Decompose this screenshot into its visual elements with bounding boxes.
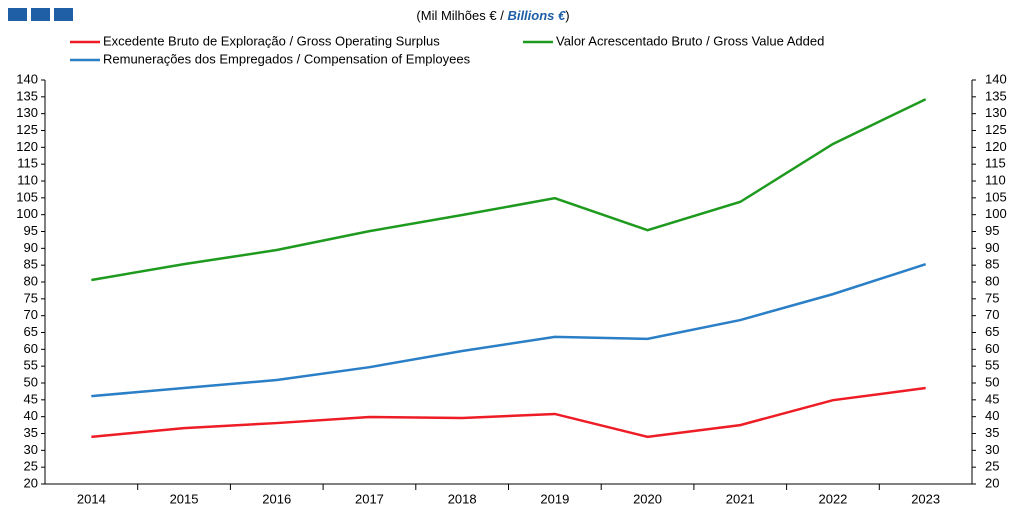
y-tick-label: 80 xyxy=(24,273,38,288)
y-tick-label: 45 xyxy=(24,391,38,406)
legend-label: Excedente Bruto de Exploração / Gross Op… xyxy=(103,33,440,48)
y2-tick-label: 30 xyxy=(985,442,999,457)
y2-tick-label: 110 xyxy=(985,172,1006,187)
series-line xyxy=(91,262,927,398)
y2-tick-label: 65 xyxy=(985,324,999,339)
y2-tick-label: 125 xyxy=(985,122,1007,137)
y2-tick-label: 120 xyxy=(985,139,1007,154)
y-tick-label: 70 xyxy=(24,307,38,322)
x-tick-label: 2020 xyxy=(633,491,662,506)
y-tick-label: 85 xyxy=(24,257,38,272)
y-tick-label: 25 xyxy=(24,459,38,474)
title-part: Billions € xyxy=(507,8,566,23)
y-tick-label: 40 xyxy=(24,408,38,423)
y2-tick-label: 60 xyxy=(985,341,999,356)
y2-tick-label: 130 xyxy=(985,105,1007,120)
y-tick-label: 50 xyxy=(24,374,38,389)
y-tick-label: 20 xyxy=(24,475,38,490)
y2-tick-label: 20 xyxy=(985,475,999,490)
y2-tick-label: 75 xyxy=(985,290,999,305)
legend-label: Valor Acrescentado Bruto / Gross Value A… xyxy=(556,33,824,48)
chart-title: (Mil Milhões € / Billions €) xyxy=(416,8,569,23)
logo-block xyxy=(8,8,27,21)
y-tick-label: 110 xyxy=(17,172,38,187)
series-line xyxy=(91,98,927,282)
y-tick-label: 115 xyxy=(17,156,38,171)
y-tick-label: 30 xyxy=(24,442,38,457)
legend-label: Remunerações dos Empregados / Compensati… xyxy=(103,51,471,66)
y2-tick-label: 55 xyxy=(985,358,999,373)
y-tick-label: 60 xyxy=(24,341,38,356)
x-tick-label: 2014 xyxy=(77,491,106,506)
y2-tick-label: 140 xyxy=(985,71,1007,86)
y2-tick-label: 80 xyxy=(985,273,999,288)
y2-tick-label: 35 xyxy=(985,425,999,440)
y-tick-label: 95 xyxy=(24,223,38,238)
y-tick-label: 100 xyxy=(16,206,38,221)
y2-tick-label: 100 xyxy=(985,206,1007,221)
y2-tick-label: 70 xyxy=(985,307,999,322)
y-tick-label: 105 xyxy=(16,189,38,204)
y-tick-label: 75 xyxy=(24,290,38,305)
y-tick-label: 65 xyxy=(24,324,38,339)
y2-tick-label: 40 xyxy=(985,408,999,423)
x-tick-label: 2019 xyxy=(540,491,569,506)
y2-tick-label: 95 xyxy=(985,223,999,238)
y-tick-label: 125 xyxy=(16,122,38,137)
x-tick-label: 2017 xyxy=(355,491,384,506)
x-tick-label: 2018 xyxy=(448,491,477,506)
y2-tick-label: 115 xyxy=(985,156,1006,171)
y2-tick-label: 25 xyxy=(985,459,999,474)
title-part: ) xyxy=(565,8,569,23)
series-line xyxy=(91,386,926,439)
x-tick-label: 2016 xyxy=(262,491,291,506)
y2-tick-label: 85 xyxy=(985,257,999,272)
logo-block xyxy=(31,8,50,21)
y2-tick-label: 45 xyxy=(985,391,999,406)
y-tick-label: 35 xyxy=(24,425,38,440)
y-tick-label: 55 xyxy=(24,358,38,373)
y-tick-label: 130 xyxy=(16,105,38,120)
y2-tick-label: 90 xyxy=(985,240,999,255)
y-tick-label: 135 xyxy=(16,88,38,103)
y-tick-label: 140 xyxy=(16,71,38,86)
x-tick-label: 2023 xyxy=(911,491,940,506)
y-tick-label: 90 xyxy=(24,240,38,255)
y2-tick-label: 105 xyxy=(985,189,1007,204)
y2-tick-label: 50 xyxy=(985,374,999,389)
x-tick-label: 2015 xyxy=(170,491,199,506)
title-part: (Mil Milhões € / xyxy=(416,8,507,23)
x-tick-label: 2022 xyxy=(818,491,847,506)
logo-block xyxy=(54,8,73,21)
y2-tick-label: 135 xyxy=(985,88,1007,103)
x-tick-label: 2021 xyxy=(726,491,755,506)
y-tick-label: 120 xyxy=(16,139,38,154)
